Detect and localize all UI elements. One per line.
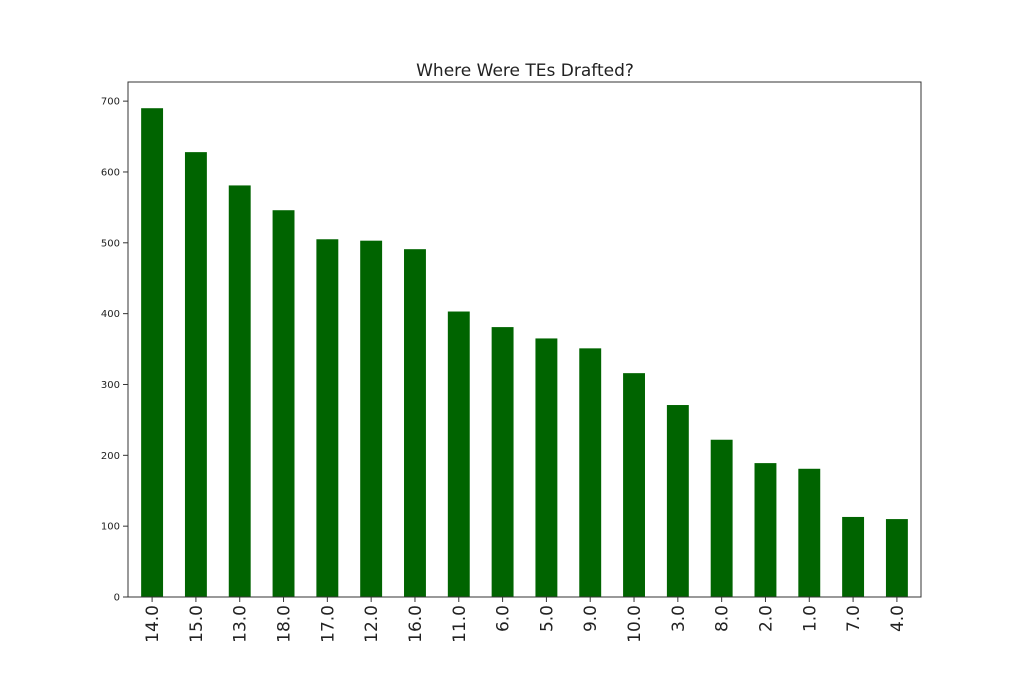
bars-layer bbox=[141, 108, 908, 598]
bar-9.0 bbox=[579, 348, 602, 597]
x-tick-label: 14.0 bbox=[143, 605, 163, 643]
x-tick-label: 1.0 bbox=[800, 605, 820, 632]
x-tick-label: 12.0 bbox=[362, 605, 382, 643]
bar-16.0 bbox=[404, 249, 426, 597]
x-tick-label: 8.0 bbox=[713, 605, 733, 632]
y-axis: 0 100 200 300 400 500 600 700 bbox=[101, 97, 128, 604]
bar-10.0 bbox=[623, 373, 645, 597]
x-tick-label: 18.0 bbox=[275, 605, 295, 643]
y-tick-label: 200 bbox=[101, 451, 120, 462]
bar-7.0 bbox=[842, 516, 865, 597]
x-axis: 14.0 15.0 13.0 18.0 17.0 12.0 16.0 11.0 6.0 5.0 9.… bbox=[143, 597, 908, 643]
x-tick-label: 15.0 bbox=[187, 605, 207, 643]
bar-2.0 bbox=[754, 463, 777, 597]
y-tick-label: 500 bbox=[101, 238, 120, 249]
x-tick-label: 13.0 bbox=[231, 605, 251, 643]
bar-14.0 bbox=[141, 108, 164, 598]
bar-1.0 bbox=[798, 468, 821, 597]
plot-frame bbox=[127, 81, 922, 598]
bar-13.0 bbox=[228, 185, 251, 597]
bar-12.0 bbox=[360, 240, 383, 597]
bar-15.0 bbox=[184, 152, 207, 597]
x-tick-label: 11.0 bbox=[450, 605, 470, 643]
bar-17.0 bbox=[316, 239, 339, 597]
x-tick-label: 7.0 bbox=[844, 605, 864, 632]
y-tick-label: 700 bbox=[101, 97, 120, 108]
y-tick-label: 400 bbox=[101, 309, 120, 320]
x-tick-label: 5.0 bbox=[537, 605, 557, 632]
y-tick-label: 300 bbox=[101, 380, 120, 391]
y-tick-label: 600 bbox=[101, 167, 120, 178]
bar-5.0 bbox=[535, 338, 558, 597]
x-tick-label: 9.0 bbox=[581, 605, 601, 632]
y-tick-label: 0 bbox=[114, 593, 120, 604]
x-tick-label: 16.0 bbox=[406, 605, 426, 643]
x-tick-label: 4.0 bbox=[888, 605, 908, 632]
x-tick-label: 3.0 bbox=[669, 605, 689, 632]
x-tick-label: 17.0 bbox=[318, 605, 338, 643]
x-tick-label: 6.0 bbox=[494, 605, 514, 632]
bar-18.0 bbox=[272, 210, 295, 597]
x-tick-label: 10.0 bbox=[625, 605, 645, 643]
bar-6.0 bbox=[491, 327, 514, 597]
bar-3.0 bbox=[666, 405, 689, 597]
chart-title: Where Were TEs Drafted? bbox=[416, 61, 634, 81]
bar-11.0 bbox=[447, 311, 470, 597]
bar-4.0 bbox=[885, 519, 908, 597]
x-tick-label: 2.0 bbox=[756, 605, 776, 632]
y-tick-label: 100 bbox=[101, 522, 120, 533]
bar-8.0 bbox=[710, 439, 733, 597]
